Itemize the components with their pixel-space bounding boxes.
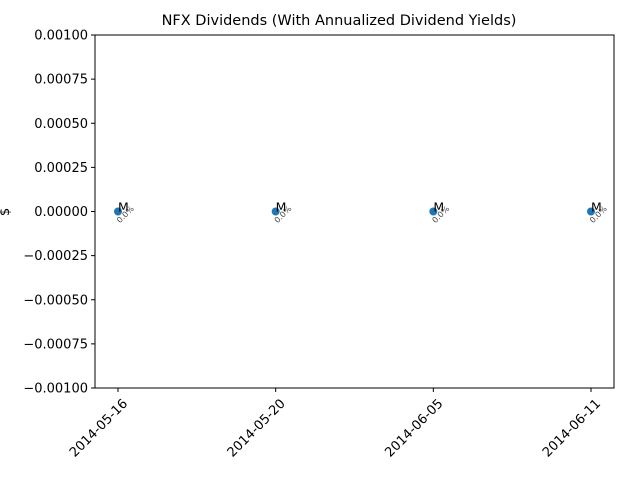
point-label: M: [276, 200, 287, 215]
y-tick-label: 0.00000: [34, 205, 88, 220]
y-tick-label: 0.00025: [34, 161, 88, 176]
point-label: M: [118, 200, 129, 215]
data-point: [114, 207, 122, 216]
x-tick-label: 2014-06-11: [540, 396, 604, 460]
point-label: M: [591, 200, 602, 215]
point-label: M: [433, 200, 444, 215]
y-tick-label: −0.00075: [23, 337, 88, 352]
y-tick-label: 0.00075: [34, 73, 88, 88]
y-tick-label: −0.00050: [23, 293, 88, 308]
y-tick-label: −0.00100: [23, 382, 88, 397]
plot-frame: [94, 34, 615, 389]
chart-title: NFX Dividends (With Annualized Dividend …: [162, 13, 517, 29]
y-tick-label: 0.00100: [34, 29, 88, 44]
data-point: [271, 207, 280, 216]
x-tick-label: 2014-05-16: [67, 396, 131, 460]
data-point: [587, 207, 595, 216]
y-tick-label: 0.00050: [34, 117, 88, 132]
y-tick-label: −0.00025: [23, 249, 88, 264]
data-point: [429, 207, 438, 216]
x-tick-label: 2014-06-05: [382, 396, 446, 460]
x-tick-label: 2014-05-20: [225, 396, 289, 460]
y-axis-label: $: [0, 208, 13, 216]
